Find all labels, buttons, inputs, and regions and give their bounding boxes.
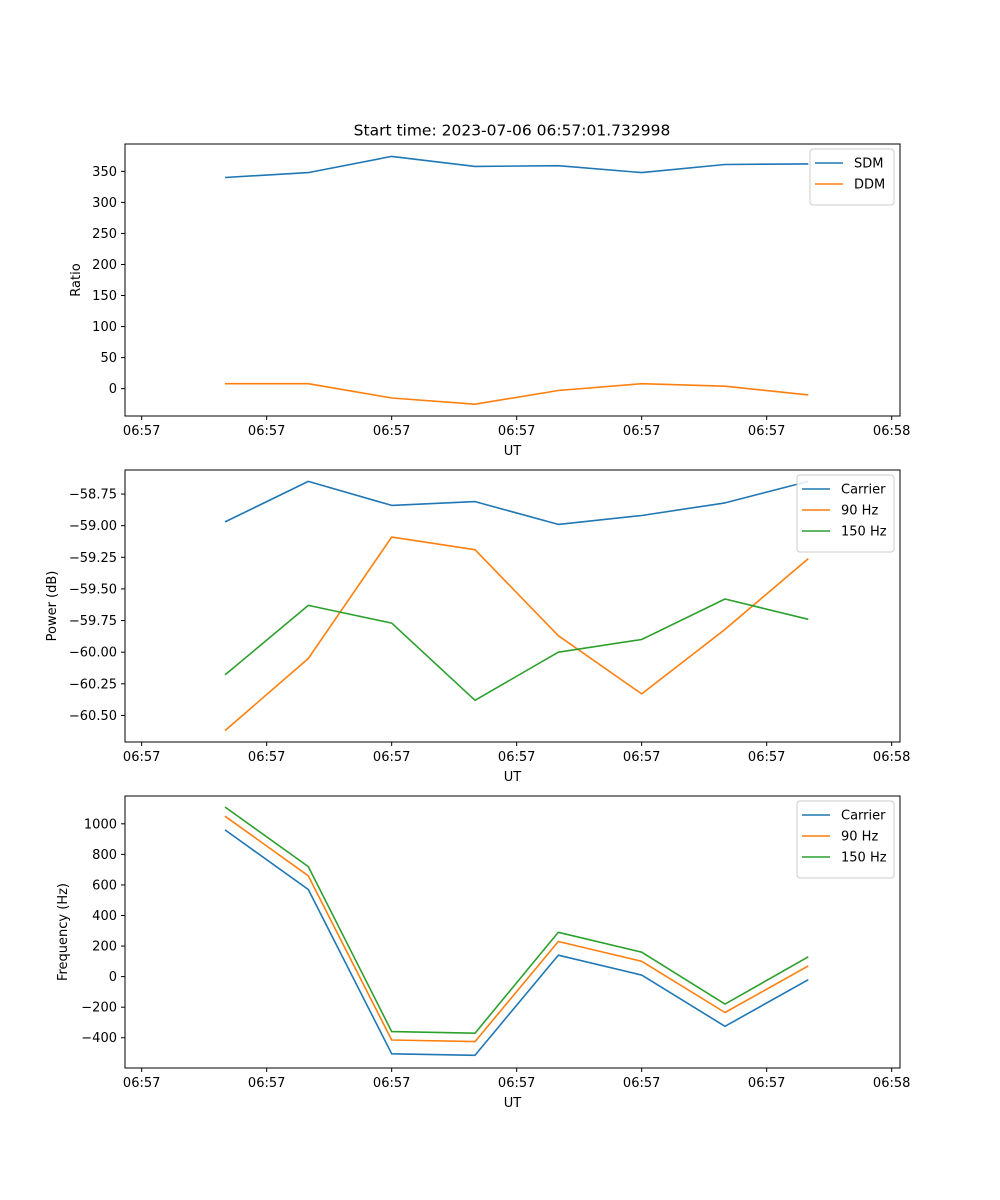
series-line-150-hz: [224, 806, 809, 1034]
y-tick-label: −60.50: [69, 709, 117, 724]
y-tick-label: 50: [100, 351, 117, 366]
chart-panel-1: 06:57 06:57 06:57 06:57 06:57 06:57 06:58 0 50 10…: [69, 143, 910, 459]
y-tick-label: 350: [92, 165, 117, 180]
x-tick-label: 06:57: [248, 424, 285, 439]
x-tick-label: 06:57: [623, 424, 660, 439]
panels: 06:57 06:57 06:57 06:57 06:57 06:57 06:58 0 50 10…: [45, 143, 910, 1111]
plot-frame: [124, 469, 901, 743]
x-axis-label: UT: [504, 770, 522, 785]
y-tick-label: −60.00: [69, 646, 117, 661]
y-tick-label: 300: [92, 196, 117, 211]
series-line-90-hz: [224, 536, 809, 732]
y-tick-label: −58.75: [69, 488, 117, 503]
series-line-150-hz: [224, 598, 809, 702]
x-tick-label: 06:57: [498, 1076, 535, 1091]
legend-label: Carrier: [841, 809, 886, 824]
x-tick-label: 06:57: [748, 750, 785, 765]
chart-panel-3: 06:57 06:57 06:57 06:57 06:57 06:57 06:58 −400 −…: [56, 795, 910, 1111]
y-axis-label: Frequency (Hz): [56, 883, 71, 981]
chart-title: Start time: 2023-07-06 06:57:01.732998: [354, 122, 671, 140]
x-axis-label: UT: [504, 444, 522, 459]
x-tick-label: 06:57: [123, 1076, 160, 1091]
x-tick-label: 06:57: [248, 1076, 285, 1091]
x-tick-label: 06:57: [748, 424, 785, 439]
series-line-carrier: [224, 480, 809, 526]
plot-frame: [124, 143, 901, 417]
legend-label: Carrier: [841, 483, 886, 498]
y-tick-label: 800: [92, 848, 117, 863]
x-tick-label: 06:57: [373, 1076, 410, 1091]
x-tick-label: 06:57: [373, 424, 410, 439]
y-tick-label: −59.00: [69, 519, 117, 534]
legend-label: 90 Hz: [841, 504, 878, 519]
y-tick-label: 250: [92, 227, 117, 242]
x-tick-label: 06:57: [123, 424, 160, 439]
y-tick-label: −400: [81, 1031, 117, 1046]
x-tick-label: 06:57: [748, 1076, 785, 1091]
y-axis-label: Power (dB): [45, 571, 60, 642]
y-tick-label: 400: [92, 909, 117, 924]
x-tick-label: 06:57: [498, 750, 535, 765]
legend-label: DDM: [854, 178, 885, 193]
series-line-ddm: [225, 382, 809, 406]
y-tick-label: 200: [92, 258, 117, 273]
y-tick-label: 0: [109, 382, 117, 397]
x-tick-label: 06:57: [623, 750, 660, 765]
y-tick-label: 150: [92, 289, 117, 304]
x-tick-label: 06:58: [873, 750, 910, 765]
x-tick-label: 06:57: [623, 1076, 660, 1091]
x-tick-label: 06:58: [873, 424, 910, 439]
legend-label: 90 Hz: [841, 830, 878, 845]
legend: Carrier 90 Hz 150 Hz: [796, 474, 895, 553]
x-tick-label: 06:57: [123, 750, 160, 765]
plot-frame: [124, 795, 901, 1069]
series-line-sdm: [224, 155, 809, 179]
legend-box: [796, 800, 895, 879]
y-tick-label: 600: [92, 878, 117, 893]
legend: SDM DDM: [809, 148, 895, 206]
legend-label: SDM: [854, 157, 883, 172]
y-tick-label: −60.25: [69, 677, 117, 692]
x-tick-label: 06:57: [248, 750, 285, 765]
y-tick-label: 100: [92, 320, 117, 335]
series-line-carrier: [224, 829, 809, 1057]
x-tick-label: 06:57: [373, 750, 410, 765]
legend: Carrier 90 Hz 150 Hz: [796, 800, 895, 879]
y-axis-label: Ratio: [69, 263, 84, 296]
y-tick-label: −59.75: [69, 614, 117, 629]
y-tick-label: −59.25: [69, 551, 117, 566]
chart-panel-2: 06:57 06:57 06:57 06:57 06:57 06:57 06:58 −60.5…: [45, 469, 910, 785]
legend-label: 150 Hz: [841, 525, 887, 540]
y-tick-label: −200: [81, 1001, 117, 1016]
legend-label: 150 Hz: [841, 851, 887, 866]
x-axis-label: UT: [504, 1096, 522, 1111]
y-tick-label: 0: [109, 970, 117, 985]
y-tick-label: −59.50: [69, 582, 117, 597]
x-tick-label: 06:57: [498, 424, 535, 439]
y-tick-label: 200: [92, 940, 117, 955]
x-tick-label: 06:58: [873, 1076, 910, 1091]
series-line-90-hz: [224, 815, 809, 1043]
legend-box: [796, 474, 895, 553]
y-tick-label: 1000: [84, 817, 117, 832]
